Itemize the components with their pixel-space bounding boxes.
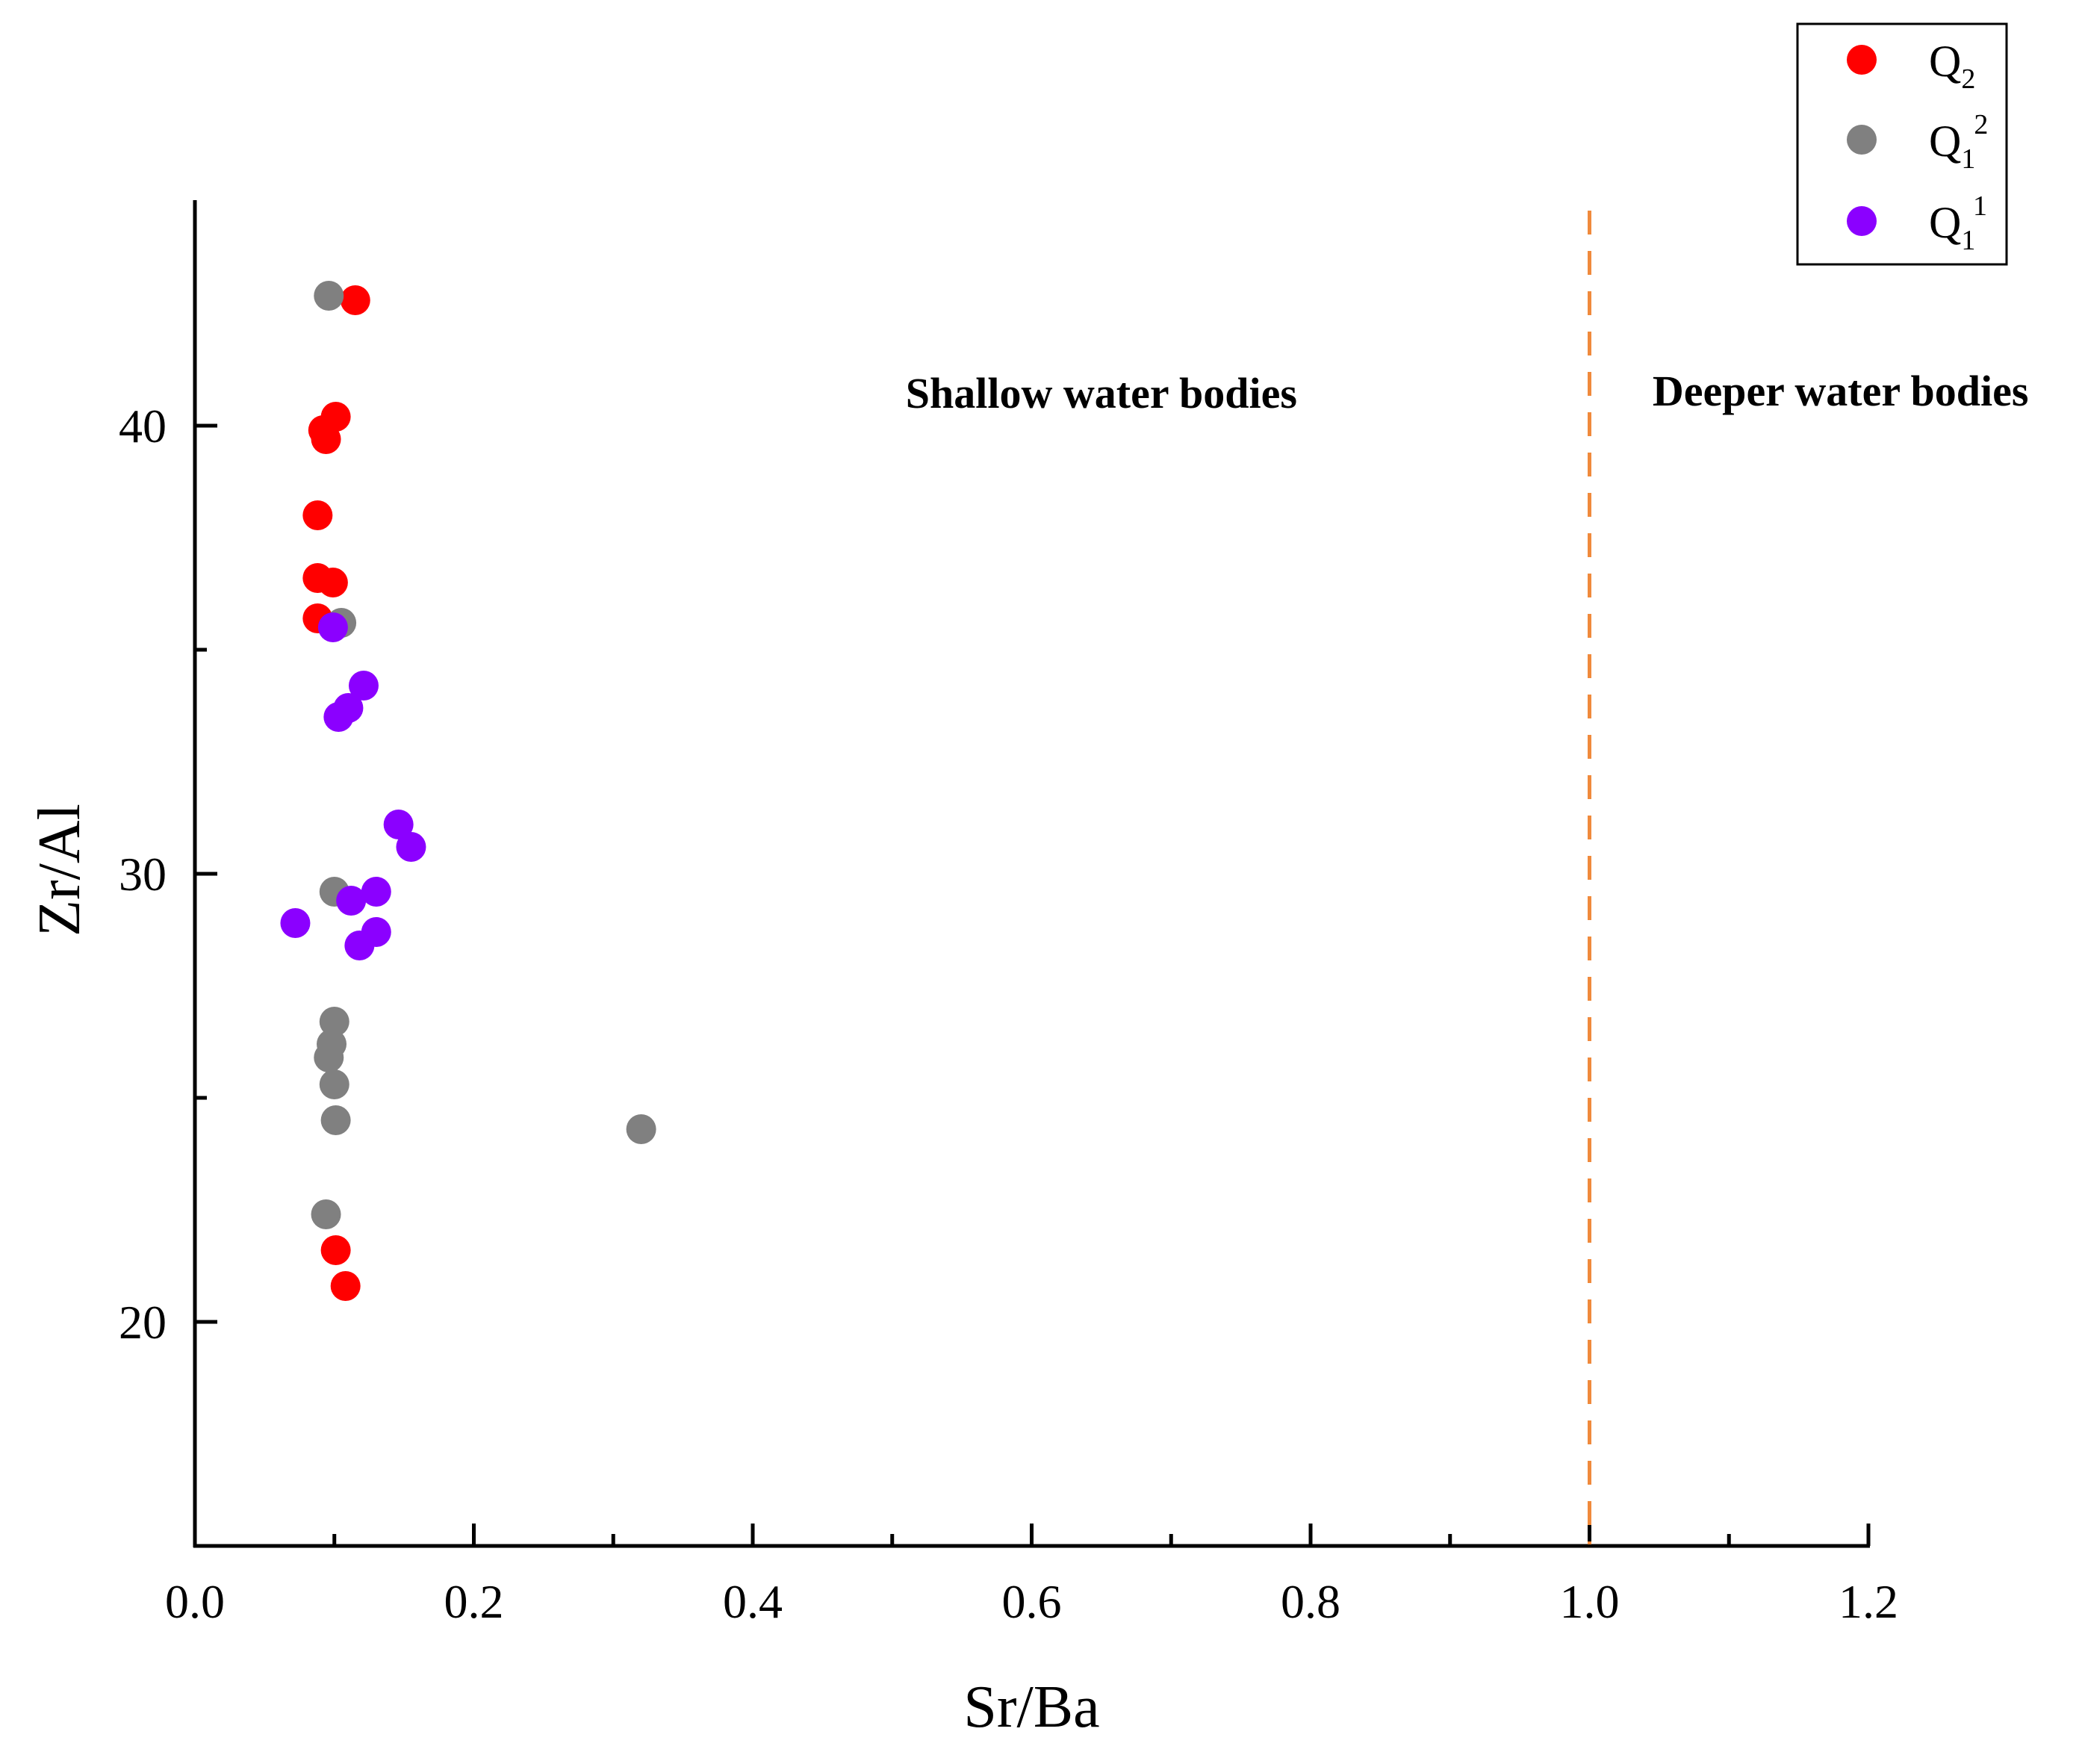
data-point [319,1069,349,1099]
x-tick-label: 0.0 [165,1575,225,1628]
data-point [323,702,354,732]
x-tick-label: 0.4 [723,1575,783,1628]
data-point [336,886,367,916]
data-point [348,671,379,701]
data-point [311,424,341,454]
data-point [317,612,348,642]
series-2 [280,612,426,960]
legend-label-subscript: 1 [1961,225,1974,256]
x-tick-label: 1.2 [1839,1575,1898,1628]
data-point [314,281,344,311]
legend-label: Q11 [1929,190,1987,256]
series-0 [302,285,370,1301]
data-point [396,832,426,862]
y-tick-label: 40 [119,400,167,453]
y-tick-label: 30 [119,848,167,901]
data-point [320,1105,351,1135]
data-point [330,1271,361,1301]
y-tick-label: 20 [119,1296,167,1349]
data-point [311,1199,341,1229]
legend-label: Q2 [1929,37,1975,95]
legend-marker [1847,45,1877,75]
data-point [280,908,311,938]
legend-label-main: Q [1929,198,1961,247]
data-point [626,1114,656,1144]
legend-label-main: Q [1929,117,1961,166]
y-axis-title: Zr/Al [27,804,93,937]
data-point [340,285,370,315]
legend-label-subscript: 1 [1961,143,1975,175]
x-tick-label: 0.6 [1002,1575,1062,1628]
legend-marker [1847,206,1877,236]
legend-box [1796,22,2008,266]
data-point [383,810,414,839]
plot-area: 0.0 0.2 0.4 0.6 0.8 1.0 1.2 20 30 40 Sr/Ba Zr/Al Sha… [27,200,2028,1740]
data-point [314,1043,344,1072]
legend-label-superscript: 1 [1973,190,1987,222]
data-point [344,931,375,960]
x-tick-label: 0.2 [444,1575,504,1628]
data-point [302,500,333,530]
region-label-deeper: Deeper water bodies [1653,367,2029,415]
legend-label-main: Q [1929,37,1961,86]
legend-marker [1847,125,1877,155]
legend-label-superscript: 2 [1974,109,1988,140]
legend-label-subscript: 2 [1961,63,1975,95]
x-axis-title: Sr/Ba [963,1674,1099,1740]
data-point [319,1007,349,1037]
x-tick-label: 0.8 [1281,1575,1340,1628]
x-tick-label: 1.0 [1560,1575,1620,1628]
series-1 [311,281,656,1229]
region-label-shallow: Shallow water bodies [906,369,1297,417]
data-point [320,1235,351,1265]
legend-label: Q12 [1929,109,1988,175]
data-point [317,568,348,597]
data-point [361,877,391,907]
